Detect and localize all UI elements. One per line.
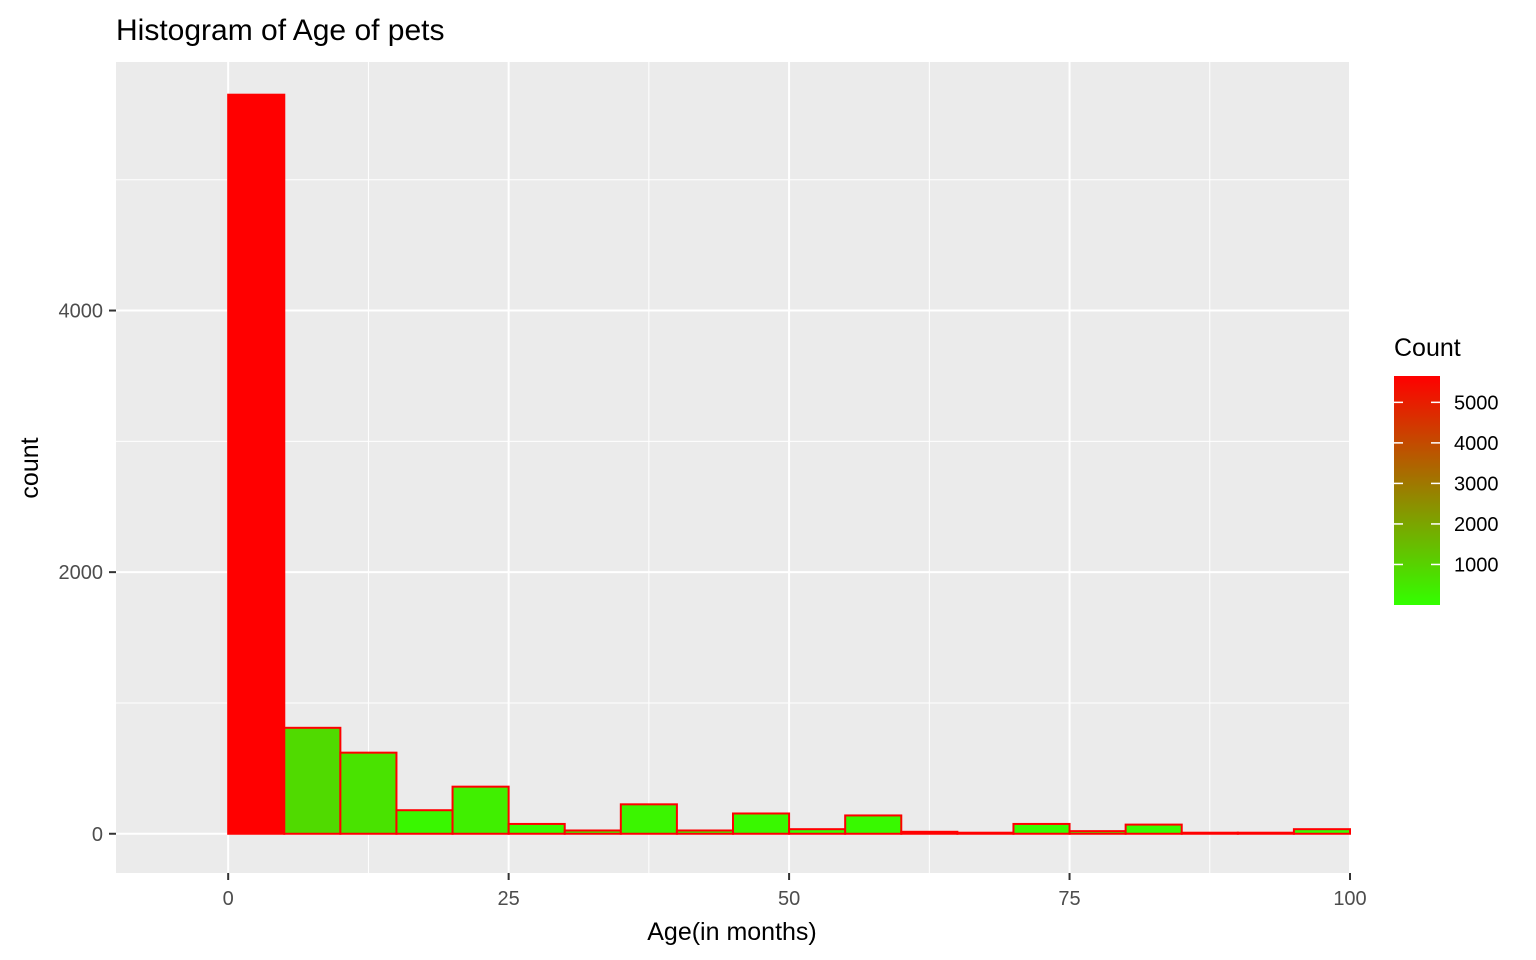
histogram-bar bbox=[283, 726, 342, 835]
legend-tick-label: 1000 bbox=[1454, 554, 1499, 576]
x-tick-label: 100 bbox=[1333, 888, 1366, 910]
histogram-bar bbox=[339, 751, 398, 835]
histogram-bar bbox=[732, 812, 791, 835]
histogram-bar bbox=[563, 829, 622, 835]
histogram-bar bbox=[788, 828, 847, 835]
x-axis: 0 25 50 75 100 bbox=[223, 873, 1367, 910]
histogram-bar bbox=[451, 785, 510, 835]
histogram-bar bbox=[227, 93, 286, 835]
x-axis-title: Age(in months) bbox=[647, 918, 817, 946]
histogram-bar bbox=[1124, 823, 1183, 835]
histogram-bar bbox=[900, 830, 959, 835]
histogram-bar bbox=[1180, 831, 1239, 835]
y-tick-label: 0 bbox=[92, 824, 103, 846]
x-tick-label: 50 bbox=[778, 888, 800, 910]
y-tick-label: 4000 bbox=[59, 301, 104, 323]
x-tick-label: 25 bbox=[498, 888, 520, 910]
histogram-bar bbox=[1236, 831, 1295, 835]
histogram-bar bbox=[1068, 830, 1127, 835]
y-axis-title: count bbox=[16, 437, 44, 498]
histogram-bars bbox=[227, 93, 1351, 835]
y-tick-label: 2000 bbox=[59, 562, 104, 584]
legend-color-bar bbox=[1394, 376, 1440, 605]
histogram-bar bbox=[844, 814, 903, 835]
histogram-bar bbox=[619, 803, 678, 835]
legend-tick-label: 3000 bbox=[1454, 473, 1499, 495]
histogram-bar bbox=[1292, 828, 1351, 835]
legend-ticks: 1000 2000 3000 4000 5000 bbox=[1394, 392, 1499, 576]
minor-gridlines bbox=[116, 62, 1350, 873]
histogram-bar bbox=[675, 829, 735, 835]
y-axis: 0 2000 4000 bbox=[59, 301, 116, 846]
histogram-bar bbox=[956, 831, 1015, 835]
legend-title: Count bbox=[1394, 334, 1461, 362]
chart-title: Histogram of Age of pets bbox=[116, 14, 445, 47]
legend-tick-label: 2000 bbox=[1454, 514, 1499, 536]
x-tick-label: 75 bbox=[1058, 888, 1080, 910]
x-tick-label: 0 bbox=[223, 888, 234, 910]
legend: Count 1000 2000 3000 4000 5000 bbox=[1394, 334, 1499, 605]
legend-tick-label: 5000 bbox=[1454, 392, 1499, 414]
histogram-bar bbox=[507, 822, 566, 835]
histogram-bar bbox=[395, 809, 454, 835]
histogram-bar bbox=[1012, 822, 1071, 835]
legend-tick-label: 4000 bbox=[1454, 433, 1499, 455]
